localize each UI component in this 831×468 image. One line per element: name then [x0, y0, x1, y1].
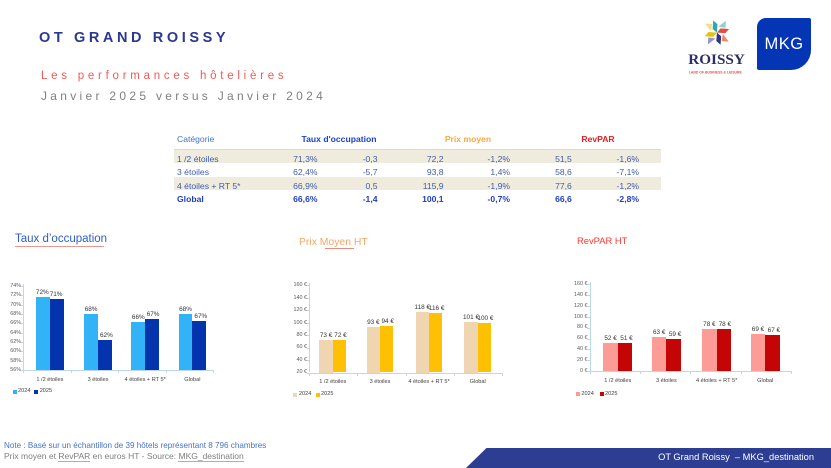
svg-text:LAND OF BUSINESS & LEISURE: LAND OF BUSINESS & LEISURE — [689, 70, 743, 74]
svg-text:ROISSY: ROISSY — [688, 52, 745, 68]
